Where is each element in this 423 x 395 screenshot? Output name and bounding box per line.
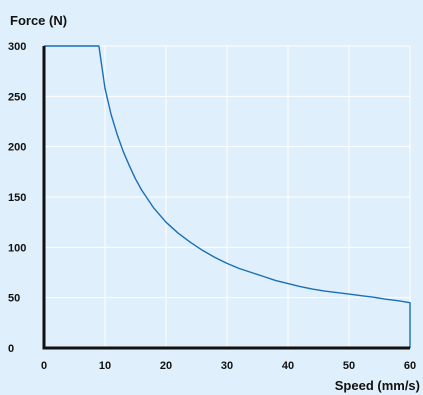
y-tick-label-100: 100 [8,242,26,254]
x-tick-label-30: 30 [221,360,233,372]
series-layer [44,45,411,348]
x-axis-label: Speed (mm/s) [335,378,420,393]
x-tick-label-50: 50 [343,360,355,372]
grid-lines [44,45,411,348]
y-tick-label-0: 0 [8,343,14,355]
axes [42,46,410,350]
tick-labels: 0 50 100 150 200 250 300 0 10 20 30 40 50 60 [8,41,416,372]
y-tick-label-250: 250 [8,91,26,103]
y-tick-label-200: 200 [8,142,26,154]
y-tick-label-300: 300 [8,41,26,53]
y-tick-label-50: 50 [8,293,20,305]
x-tick-label-0: 0 [41,360,47,372]
x-tick-label-60: 60 [404,360,416,372]
y-tick-label-150: 150 [8,192,26,204]
series-line-0 [44,45,411,348]
x-tick-label-40: 40 [282,360,294,372]
y-axis-label: Force (N) [10,13,67,28]
x-tick-label-20: 20 [160,360,172,372]
x-tick-label-10: 10 [99,360,111,372]
